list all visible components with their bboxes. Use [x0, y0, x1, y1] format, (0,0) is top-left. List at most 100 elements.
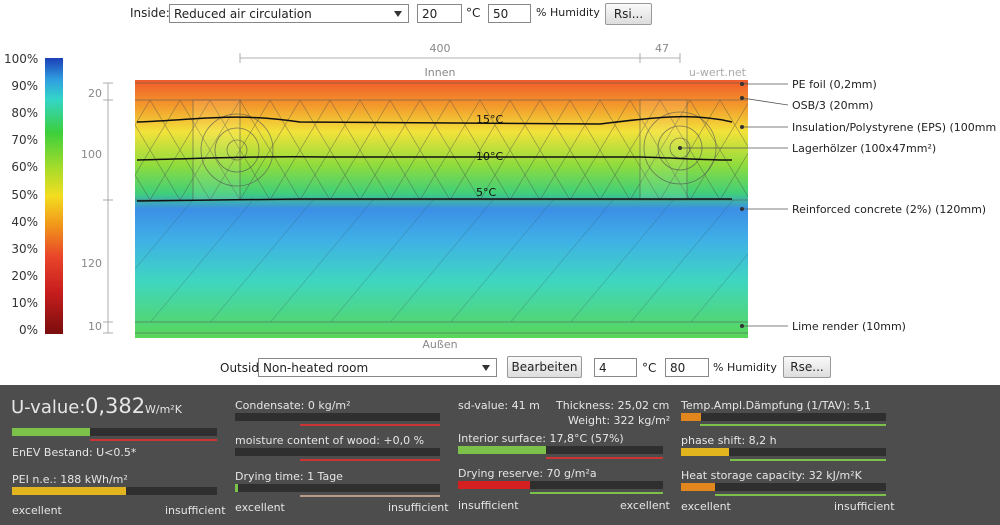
scale-label: 30%	[11, 241, 38, 256]
pei-bar	[12, 487, 217, 495]
inside-select[interactable]: Reduced air circulation	[169, 4, 409, 23]
inside-humidity[interactable]: 50	[488, 4, 531, 23]
results-panel: U-value: 0,382 W/m²K EnEV Bestand: U<0.5…	[0, 385, 1000, 525]
inside-temp[interactable]: 20	[417, 4, 462, 23]
concrete-pattern	[135, 200, 748, 322]
condensate-text: Condensate: 0 kg/m²	[235, 399, 351, 412]
dimension-label: 100	[81, 148, 102, 161]
bar-underline	[530, 492, 663, 494]
scale-label: 50%	[11, 187, 38, 202]
thickness-text: Thickness: 25,02 cm	[556, 399, 670, 412]
bar-underline	[700, 424, 886, 426]
inside-label: Inside:	[130, 6, 170, 20]
weight-text: Weight: 322 kg/m²	[568, 414, 671, 427]
leader-dot	[740, 96, 744, 100]
dimension-label: 20	[88, 87, 102, 100]
heat-storage-bar	[681, 483, 886, 491]
construction-diagram: 15°C 10°C 5°C Innen u-wert.net Außen 400…	[81, 42, 996, 351]
leader-line	[741, 97, 789, 106]
scale-left: insufficient	[458, 499, 519, 512]
scale-label: 80%	[11, 106, 38, 121]
scale-label: 0%	[18, 323, 38, 337]
interior-surface-bar	[458, 446, 663, 454]
scale-left: excellent	[12, 504, 62, 517]
sd-text: sd-value: 41 m	[458, 399, 540, 412]
tav-text: Temp.Ampl.Dämpfung (1/TAV): 5,1	[681, 399, 871, 412]
outside-side-label: Außen	[422, 338, 457, 351]
scale-label: 90%	[11, 79, 38, 94]
color-scale	[45, 58, 63, 334]
bar-underline	[90, 439, 217, 441]
edit-button[interactable]: Bearbeiten	[507, 356, 582, 378]
scale-right: insufficient	[834, 500, 895, 513]
rsi-button[interactable]: Rsi...	[605, 3, 652, 25]
isotherm-label: 15°C	[476, 113, 503, 126]
bar-underline	[715, 494, 886, 496]
scale-label: 100%	[4, 52, 39, 66]
layer-label: Lagerhölzer (100x47mm²)	[792, 142, 936, 155]
layer-label: Insulation/Polystyrene (EPS) (100mm	[792, 121, 996, 134]
outside-humidity[interactable]: 80	[665, 358, 709, 377]
watermark: u-wert.net	[689, 66, 747, 79]
moisture-bar	[235, 448, 440, 456]
scale-left: excellent	[235, 501, 285, 514]
phase-shift-bar	[681, 448, 886, 456]
rse-button[interactable]: Rse...	[783, 356, 831, 378]
dimension-label: 400	[430, 42, 451, 55]
enev-text: EnEV Bestand: U<0.5*	[12, 446, 137, 459]
scale-right: insufficient	[165, 504, 226, 517]
isotherm-lines	[136, 115, 733, 202]
outside-select[interactable]: Non-heated room	[258, 358, 497, 377]
layer-label: Reinforced concrete (2%) (120mm)	[792, 203, 986, 216]
u-value: 0,382	[85, 394, 146, 418]
leader-dot	[740, 324, 744, 328]
scale-label: 60%	[11, 160, 38, 175]
condensate-bar	[235, 413, 440, 421]
isotherm-label: 5°C	[476, 186, 496, 199]
dimension-label: 120	[81, 257, 102, 270]
outside-label: Outside	[220, 361, 267, 375]
inside-humidity-unit: % Humidity	[536, 6, 600, 19]
scale-right: excellent	[620, 499, 670, 512]
bar-underline	[546, 457, 663, 459]
scale-label: 20%	[11, 268, 38, 283]
isotherm-label: 10°C	[476, 150, 503, 163]
bar-underline	[730, 459, 886, 461]
drying-time-bar	[235, 484, 440, 492]
dimension-lines	[103, 53, 681, 334]
scale-left: excellent	[681, 500, 731, 513]
scale-label: 10%	[11, 295, 38, 310]
inside-side-label: Innen	[425, 66, 456, 79]
scale-label: 70%	[11, 133, 38, 148]
u-value-unit: W/m²K	[145, 403, 182, 416]
bar-underline	[300, 495, 440, 497]
leader-dot	[678, 146, 682, 150]
bar-underline	[300, 424, 440, 426]
bar-underline	[300, 459, 440, 461]
scale-label: 40%	[11, 214, 38, 229]
heat-storage-text: Heat storage capacity: 32 kJ/m²K	[681, 469, 862, 482]
interior-surface-text: Interior surface: 17,8°C (57%)	[458, 432, 624, 445]
outside-temp-unit: °C	[642, 361, 657, 375]
dimension-label: 10	[88, 320, 102, 333]
drying-reserve-text: Drying reserve: 70 g/m²a	[458, 467, 597, 480]
tav-bar	[681, 413, 886, 421]
u-value-label: U-value:	[11, 397, 86, 418]
u-value-bar	[12, 428, 217, 436]
drying-reserve-bar	[458, 481, 663, 489]
layer-label: Lime render (10mm)	[792, 320, 906, 333]
leader-dot	[740, 82, 744, 86]
inside-temp-unit: °C	[466, 6, 481, 20]
outside-temp[interactable]: 4	[594, 358, 637, 377]
dimension-label: 47	[655, 42, 669, 55]
layer-label: PE foil (0,2mm)	[792, 78, 877, 91]
leader-dot	[740, 125, 744, 129]
pei-text: PEI n.e.: 188 kWh/m²	[12, 473, 128, 486]
phase-shift-text: phase shift: 8,2 h	[681, 434, 777, 447]
drying-time-text: Drying time: 1 Tage	[235, 470, 343, 483]
moisture-text: moisture content of wood: +0,0 %	[235, 434, 425, 447]
leader-dot	[740, 207, 744, 211]
layer-label: OSB/3 (20mm)	[792, 99, 873, 112]
outside-humidity-unit: % Humidity	[713, 361, 777, 374]
